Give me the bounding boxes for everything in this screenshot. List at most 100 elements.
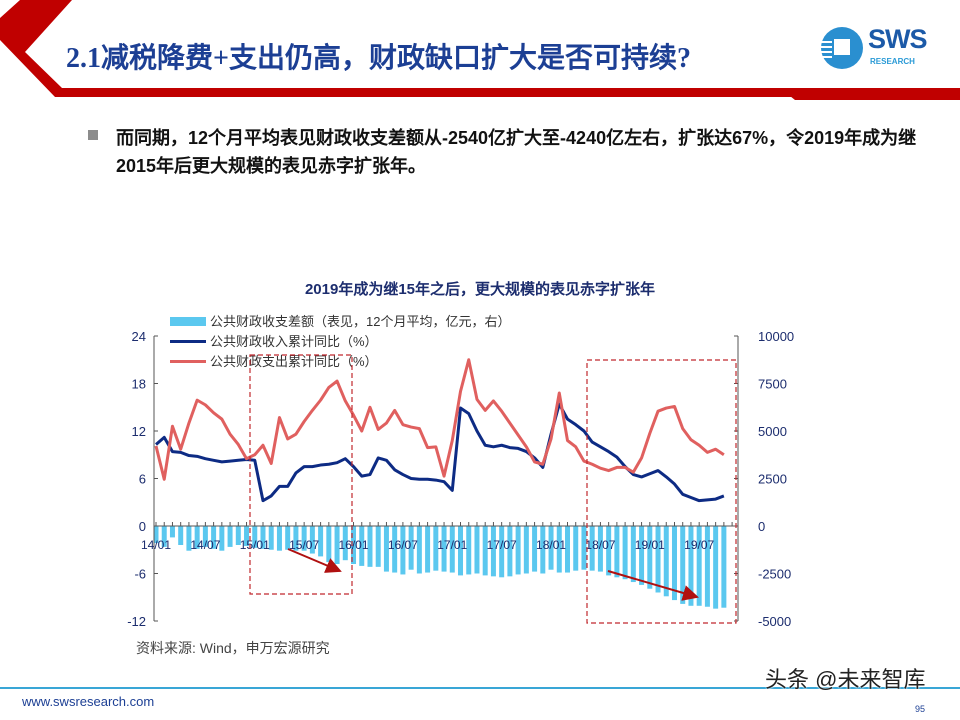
bar <box>507 526 513 577</box>
right-tick-label: -5000 <box>758 614 791 629</box>
x-tick-label: 17/01 <box>437 538 467 552</box>
bar <box>466 526 472 575</box>
x-tick-label: 18/07 <box>585 538 615 552</box>
bar <box>721 526 727 608</box>
right-tick-label: 5000 <box>758 424 787 439</box>
bar <box>671 526 677 601</box>
footer-divider <box>0 687 960 689</box>
bar <box>540 526 546 574</box>
bar <box>458 526 464 576</box>
bar <box>556 526 562 573</box>
bar <box>589 526 595 571</box>
trend-arrow-icon <box>287 548 342 573</box>
bar <box>351 526 357 564</box>
x-tick-label: 17/07 <box>487 538 517 552</box>
x-tick-label: 18/01 <box>536 538 566 552</box>
bar <box>285 526 291 550</box>
x-tick-label: 19/01 <box>635 538 665 552</box>
bar <box>367 526 373 567</box>
legend-line-swatch <box>170 360 206 363</box>
bar <box>474 526 480 574</box>
bar <box>202 526 208 547</box>
right-tick-label: 2500 <box>758 472 787 487</box>
legend-item-expenditure: 公共财政支出累计同比（%） <box>170 354 378 369</box>
bar <box>326 526 332 563</box>
left-tick-label: 0 <box>139 519 146 534</box>
x-tick-label: 15/07 <box>289 538 319 552</box>
bar <box>688 526 694 606</box>
bar <box>630 526 636 583</box>
bar <box>161 526 167 547</box>
footer-url[interactable]: www.swsresearch.com <box>22 694 155 709</box>
bar <box>211 526 217 549</box>
logo-subtext: RESEARCH <box>870 57 915 66</box>
bar <box>276 526 282 551</box>
bar <box>523 526 529 574</box>
left-tick-label: 18 <box>132 377 146 392</box>
right-tick-label: 0 <box>758 519 765 534</box>
bar <box>655 526 661 593</box>
bar <box>565 526 570 573</box>
bar <box>573 526 579 571</box>
bar <box>293 526 299 551</box>
x-tick-label: 16/01 <box>339 538 369 552</box>
bar <box>408 526 414 570</box>
bar <box>449 526 455 573</box>
bar <box>441 526 447 572</box>
trend-arrow-icon <box>607 570 699 601</box>
bar <box>227 526 233 547</box>
logo-text: SWS <box>868 24 928 54</box>
bar <box>713 526 719 609</box>
bar <box>597 526 603 572</box>
legend-item-balance: 公共财政收支差额（表见，12个月平均，亿元，右） <box>170 314 510 329</box>
bar <box>548 526 554 570</box>
x-tick-label: 14/01 <box>141 538 171 552</box>
bar <box>375 526 381 567</box>
bar <box>499 526 505 578</box>
chart-source: 资料来源: Wind，申万宏源研究 <box>136 640 330 656</box>
bar <box>186 526 192 551</box>
bar <box>169 526 175 538</box>
bar <box>301 526 307 551</box>
bar <box>235 526 241 545</box>
bar <box>639 526 645 585</box>
revenue-line <box>155 402 725 503</box>
bar <box>606 526 612 576</box>
left-tick-label: 6 <box>139 472 146 487</box>
bar <box>342 526 348 561</box>
bar <box>490 526 496 577</box>
bar <box>244 526 250 546</box>
legend-item-revenue: 公共财政收入累计同比（%） <box>170 334 378 349</box>
legend-label: 公共财政收支差额（表见，12个月平均，亿元，右） <box>210 314 511 329</box>
left-tick-label: -12 <box>127 614 146 629</box>
right-tick-label: -2500 <box>758 567 791 582</box>
x-tick-label: 14/07 <box>190 538 220 552</box>
highlight-box-2019 <box>586 359 737 624</box>
bar <box>696 526 702 606</box>
bar <box>153 526 159 544</box>
right-tick-label: 10000 <box>758 329 794 344</box>
bar <box>647 526 653 589</box>
bar <box>178 526 184 545</box>
bar <box>416 526 422 574</box>
x-tick-label: 15/01 <box>240 538 270 552</box>
bar <box>268 526 274 550</box>
bar <box>581 526 587 570</box>
bar <box>309 526 315 554</box>
bar <box>383 526 389 572</box>
right-tick-label: 7500 <box>758 377 787 392</box>
bar <box>260 526 266 549</box>
sws-logo: SWS RESEARCH <box>820 26 940 74</box>
page-title: 2.1减税降费+支出仍高，财政缺口扩大是否可持续? <box>66 43 691 74</box>
bar <box>425 526 431 573</box>
bar <box>433 526 439 571</box>
bar <box>532 526 538 572</box>
bar <box>252 526 258 548</box>
bar <box>334 526 340 564</box>
highlight-box-2015 <box>249 354 353 595</box>
page-number: 95 <box>915 704 926 714</box>
x-tick-label: 19/07 <box>684 538 714 552</box>
square-bullet-icon <box>88 130 98 140</box>
bar <box>680 526 686 604</box>
